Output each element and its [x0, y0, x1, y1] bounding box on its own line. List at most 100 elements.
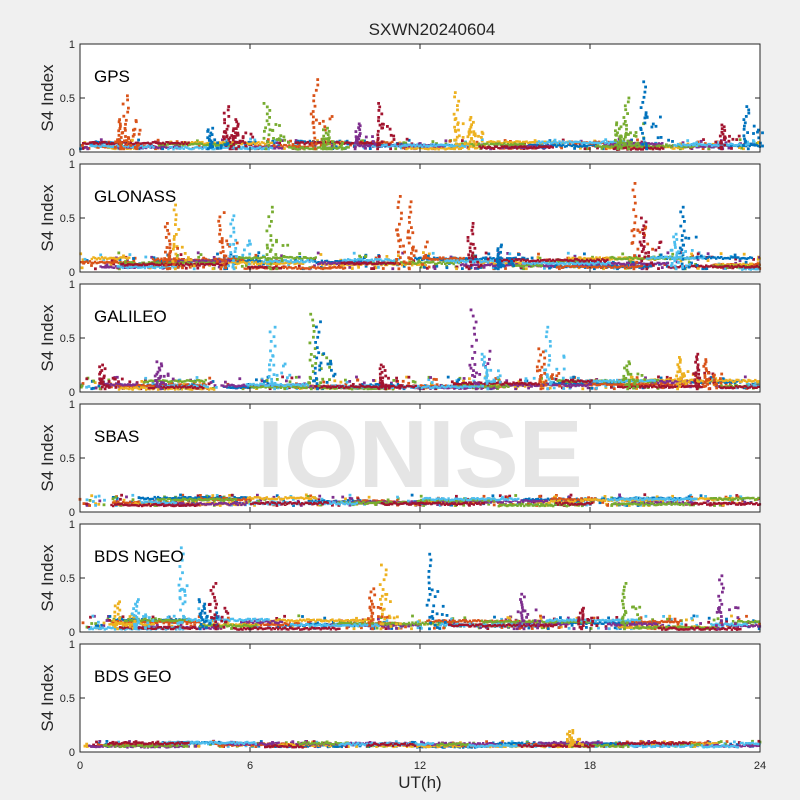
data-point [219, 142, 223, 145]
data-point [432, 265, 436, 269]
data-point [274, 253, 278, 256]
data-point [667, 138, 670, 142]
data-point [280, 259, 284, 263]
data-point [126, 94, 129, 98]
data-point [757, 128, 760, 132]
data-point [486, 257, 490, 261]
data-point [501, 263, 505, 267]
data-point [375, 143, 379, 147]
data-point [260, 147, 264, 151]
data-point [493, 145, 497, 148]
data-point [103, 144, 106, 148]
data-point [358, 254, 361, 258]
data-point [114, 147, 117, 151]
data-point [126, 145, 130, 148]
data-point [562, 143, 565, 147]
data-point [283, 143, 286, 147]
data-point [560, 146, 563, 150]
data-point [687, 265, 691, 269]
data-point [742, 127, 746, 131]
data-point [675, 254, 679, 257]
data-point [123, 139, 126, 143]
data-point [612, 140, 616, 143]
data-point [487, 144, 491, 147]
data-point [746, 147, 750, 151]
data-point [478, 145, 481, 148]
data-point [269, 141, 272, 145]
data-point [632, 144, 635, 147]
data-point [690, 143, 693, 146]
data-point [220, 237, 224, 240]
data-point [417, 258, 421, 262]
data-point [398, 195, 402, 198]
data-point [424, 245, 427, 249]
data-point [378, 143, 381, 147]
data-point [596, 144, 600, 147]
data-point [351, 267, 354, 270]
data-point [456, 108, 459, 112]
data-point [580, 145, 584, 148]
data-point [625, 127, 628, 131]
data-point [724, 141, 728, 145]
data-point [720, 130, 724, 134]
data-point [163, 143, 166, 146]
data-point [404, 141, 408, 145]
data-point [457, 147, 461, 151]
data-point [308, 147, 311, 151]
data-point [392, 144, 395, 147]
data-point [453, 95, 456, 99]
data-point [504, 145, 507, 148]
data-point [696, 258, 700, 261]
data-point [385, 255, 389, 258]
data-point [123, 146, 126, 149]
data-point [643, 255, 647, 259]
data-point [633, 134, 636, 137]
data-point [260, 141, 264, 144]
data-point [288, 144, 291, 147]
data-point [408, 236, 412, 240]
data-point [194, 146, 197, 149]
data-point [202, 142, 206, 146]
data-point [717, 146, 721, 149]
data-point [664, 145, 668, 149]
data-point [206, 147, 210, 151]
data-point [110, 142, 114, 145]
data-point [673, 243, 677, 247]
data-point [392, 379, 396, 382]
data-point [257, 144, 260, 147]
data-point [702, 143, 705, 146]
data-point [674, 246, 677, 249]
data-point [438, 143, 441, 147]
data-point [603, 143, 606, 146]
data-point [118, 118, 121, 121]
data-point [134, 120, 138, 124]
data-point [651, 122, 655, 126]
data-point [207, 143, 210, 146]
data-point [223, 146, 226, 149]
data-point [557, 144, 560, 147]
data-point [681, 145, 685, 149]
data-point [631, 261, 635, 264]
data-point [471, 251, 475, 255]
data-point [225, 143, 229, 146]
data-point [234, 131, 237, 135]
data-point [303, 142, 306, 146]
data-point [709, 142, 712, 146]
data-point [372, 379, 375, 382]
data-point [126, 259, 129, 262]
data-point [364, 146, 367, 150]
data-point [453, 129, 457, 132]
data-point [696, 252, 700, 256]
data-point [496, 262, 500, 266]
data-point [625, 123, 628, 127]
data-point [679, 256, 683, 260]
data-point [656, 144, 659, 148]
data-point [533, 139, 537, 142]
data-point [480, 138, 484, 141]
data-point [611, 140, 614, 144]
data-point [621, 252, 625, 256]
data-point [409, 143, 412, 146]
data-point [323, 143, 327, 147]
data-point [433, 143, 436, 146]
data-point [747, 108, 751, 112]
